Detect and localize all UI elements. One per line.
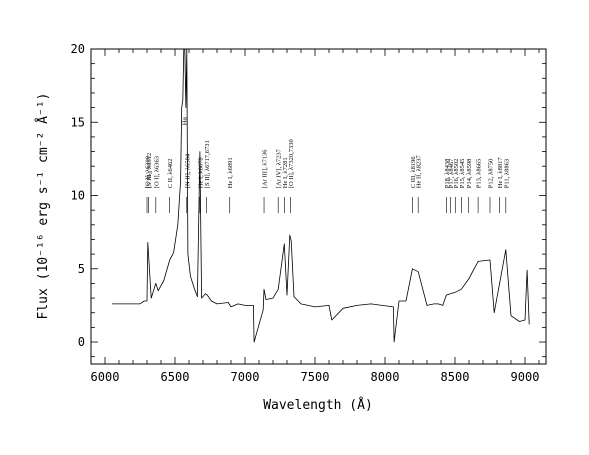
x-tick-label: 7500	[301, 370, 330, 384]
tick-labels: 6000 6500 7000 7500 8000 8500 9000 0 5 10 15 20	[71, 42, 540, 384]
y-tick-label: 20	[71, 42, 85, 56]
y-tick-label: 0	[78, 335, 85, 349]
y-axis-label: Flux (10⁻¹⁶ erg s⁻¹ cm⁻² Å⁻¹)	[35, 93, 51, 320]
y-tick-label: 5	[78, 262, 85, 276]
line-annotation-label: P12, λ8750	[488, 159, 495, 189]
line-annotation-label: P17, λ8467	[448, 158, 455, 188]
plot-frame	[90, 48, 547, 365]
x-tick-label: 6000	[91, 370, 120, 384]
line-annotation-label: P18, λ8438	[444, 159, 451, 189]
line-annotation-label: C II, λ6462	[167, 158, 174, 188]
line-annotation-label: [Ar III], λ7136	[262, 149, 269, 188]
line-annotation-label: [O I], λ6300	[145, 156, 152, 188]
line-annotation-label: He I, λ6678	[197, 157, 204, 188]
line-annotation-label: [Ar IV], λ7237	[276, 148, 283, 188]
line-markers	[146, 196, 507, 214]
line-annotation-label: P14, λ8598	[466, 159, 473, 189]
y-tick-label: 10	[71, 189, 85, 203]
x-axis-label: Wavelength (Å)	[263, 397, 373, 413]
spectrum-series-line	[112, 48, 530, 343]
line-annotation-label: P11, λ8863	[503, 159, 510, 188]
x-tick-label: 7000	[231, 370, 260, 384]
x-tick-label: 9000	[511, 370, 540, 384]
line-annotation-label: P15, λ8545	[459, 159, 466, 189]
line-annotation-label: He I, λ8817	[497, 157, 504, 189]
y-tick-label: 15	[71, 115, 85, 129]
line-annotation-label: He I, λ7281	[282, 157, 289, 188]
line-annotation-label: He II, λ8237	[416, 155, 423, 189]
line-annotation-label: [S III], λ6312	[146, 153, 153, 188]
line-annotation-label: [O II], λ7320,7330	[288, 139, 295, 188]
x-tick-label: 8500	[441, 370, 470, 384]
line-annotation-label: P13, λ8665	[476, 159, 483, 189]
line-annotation-label: He I, λ6891	[227, 157, 234, 188]
line-annotation-label: C III, λ8196	[410, 156, 417, 189]
line-annotation-label: P16, λ8502	[453, 159, 460, 189]
x-tick-label: 8000	[371, 370, 400, 384]
axis-ticks	[91, 48, 546, 364]
line-annotation-label: [O I], λ6363	[153, 156, 160, 188]
x-tick-label: 6500	[161, 370, 190, 384]
line-annotation-label: Hα	[181, 117, 188, 126]
line-annotation-label: [S II], λ6717,6731	[204, 140, 211, 188]
